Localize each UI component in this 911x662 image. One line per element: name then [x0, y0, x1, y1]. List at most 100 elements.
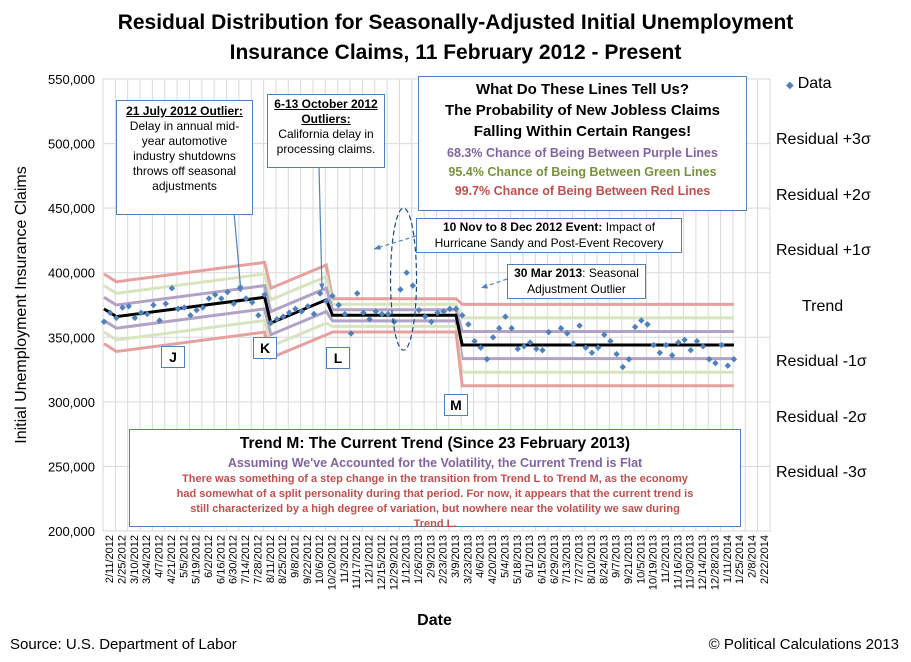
data-point [533, 345, 540, 353]
data-point [273, 316, 281, 323]
data-point [675, 339, 682, 346]
data-point [156, 317, 163, 324]
band-plus1-line [103, 283, 734, 333]
lines-box-title2: The Probability of New Jobless Claims [444, 102, 721, 119]
data-point [662, 341, 670, 349]
data-point [706, 356, 713, 363]
data-point [539, 347, 546, 354]
data-point [681, 336, 688, 344]
x-tick-label: 2/8/2014 [746, 535, 758, 578]
data-point [249, 299, 256, 306]
legend-label-minus3: Residual -3σ [776, 464, 867, 481]
annotation-march-outlier: 30 Mar 2013: Seasonal Adjustment Outlier [507, 264, 646, 299]
data-point [310, 310, 318, 318]
legend-label-minus1: Residual -1σ [776, 353, 867, 370]
data-point [106, 309, 114, 316]
data-point [168, 285, 176, 292]
data-point [582, 344, 589, 351]
x-tick-label: 12/28/2013 [709, 535, 721, 590]
legend-item-plus1: Residual +1σ [776, 242, 871, 260]
data-point [298, 308, 305, 315]
arrow-july-head [237, 285, 244, 292]
x-tick-label: 4/20/2013 [487, 535, 499, 584]
band-plus2-line [103, 272, 734, 320]
annotation-october-outliers: 6-13 October 2012 Outliers: California d… [267, 94, 385, 168]
x-tick-label: 4/7/2012 [154, 535, 166, 578]
data-point [668, 352, 676, 359]
data-point [255, 312, 262, 319]
trend-m-body: There was something of a step change in … [176, 473, 694, 530]
data-point [483, 356, 491, 363]
data-point [360, 309, 367, 316]
x-tick-label: 1/12/2013 [401, 535, 413, 584]
x-tick-label: 6/16/2012 [215, 535, 227, 584]
data-point [687, 347, 694, 354]
data-point [489, 334, 497, 341]
data-point [144, 310, 151, 318]
data-point [656, 349, 664, 356]
segment-label-k: K [253, 337, 277, 359]
data-point [508, 325, 515, 332]
legend-label-plus1: Residual +1σ [776, 242, 871, 259]
y-axis-title: Initial Unemployment Insurance Claims [13, 166, 30, 443]
data-point [187, 312, 194, 319]
x-tick-label: 1/11/2014 [722, 535, 734, 583]
data-point [279, 313, 287, 320]
data-point [335, 301, 342, 309]
x-tick-label: 10/6/2012 [314, 535, 326, 584]
x-tick-label: 1/25/2014 [734, 535, 746, 584]
x-tick-label: 8/25/2012 [277, 535, 289, 584]
x-tick-label: 7/28/2012 [252, 535, 264, 584]
source-note: Source: U.S. Department of Labor [10, 636, 237, 653]
legend-label-plus2: Residual +2σ [776, 187, 871, 204]
x-tick-label: 6/1/2013 [524, 535, 536, 578]
annotation-sandy: 10 Nov to 8 Dec 2012 Event: Impact of Hu… [416, 218, 682, 253]
data-point [181, 304, 188, 311]
data-point [724, 362, 731, 369]
data-point [415, 306, 423, 314]
y-tick-label: 450,000 [48, 201, 95, 216]
x-tick-label: 2/22/2014 [759, 535, 771, 584]
lines-box-title3: Falling Within Certain Ranges! [473, 123, 692, 140]
y-tick-label: 550,000 [48, 72, 95, 87]
arrow-july [233, 211, 242, 293]
y-tick-label: 300,000 [48, 395, 95, 410]
data-point [631, 323, 639, 331]
x-axis-title: Date [417, 612, 452, 629]
annotation-sandy-text2: Hurricane Sandy and Post-Event Recovery [434, 236, 664, 250]
annotation-july-outlier: 21 July 2012 Outlier: Delay in annual mi… [116, 100, 253, 215]
trend-m-title: Trend M: The Current Trend (Since 23 Feb… [239, 435, 631, 452]
x-tick-label: 10/20/2012 [327, 535, 339, 590]
x-tick-label: 8/10/2013 [586, 535, 598, 584]
legend-label-plus3: Residual +3σ [776, 131, 871, 148]
data-point [471, 337, 478, 345]
x-tick-label: 11/30/2013 [685, 535, 697, 589]
x-tick-label: 3/10/2012 [129, 535, 141, 584]
x-tick-label: 7/13/2013 [561, 535, 573, 584]
data-point [174, 305, 182, 313]
data-point [267, 319, 274, 327]
diamond-marker-icon: ◆ [786, 80, 794, 91]
data-point [218, 295, 225, 302]
x-tick-label: 4/21/2012 [166, 535, 178, 584]
lines-box-red: 99.7% Chance of Being Between Red Lines [454, 184, 711, 198]
data-point [341, 310, 349, 318]
x-tick-label: 11/16/2013 [672, 535, 684, 589]
y-tick-label: 200,000 [48, 524, 95, 539]
data-point [514, 345, 521, 353]
x-tick-label: 12/1/2012 [364, 535, 376, 584]
annotation-march-title: 30 Mar 2013 [514, 266, 583, 280]
y-tick-label: 500,000 [48, 137, 95, 152]
data-point [409, 282, 416, 289]
data-point [699, 343, 707, 350]
x-tick-label: 1/26/2013 [413, 535, 425, 584]
data-point [718, 341, 725, 349]
legend-item-data: ◆ Data [786, 75, 832, 93]
trend-m-box: Trend M: The Current Trend (Since 23 Feb… [129, 429, 741, 530]
x-tick-label: 6/29/2013 [549, 535, 561, 584]
x-tick-label: 6/30/2012 [228, 535, 240, 584]
x-tick-label: 7/27/2013 [574, 535, 586, 584]
data-point [570, 340, 577, 347]
x-tick-label: 2/25/2012 [117, 535, 129, 584]
annotation-sandy-text1: Impact of [605, 220, 656, 234]
